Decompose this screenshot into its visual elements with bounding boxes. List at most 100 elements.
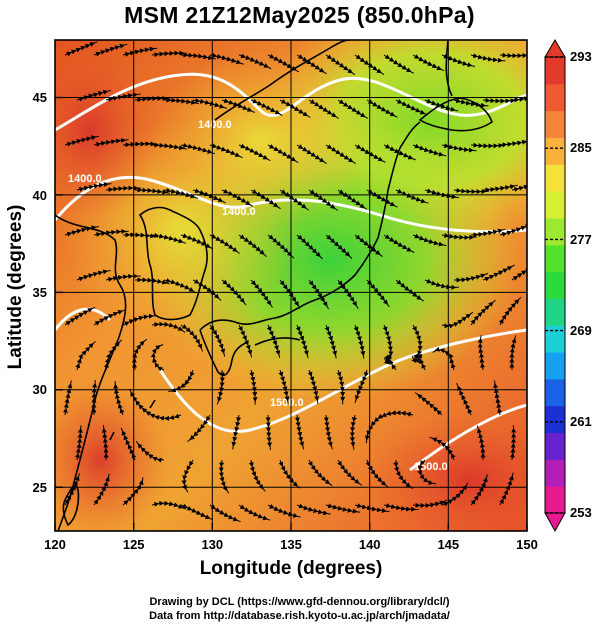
streamline — [424, 278, 459, 290]
streamline — [180, 52, 216, 61]
lat-lon-grid — [55, 40, 527, 531]
streamline — [395, 188, 429, 204]
streamline — [325, 503, 361, 514]
streamline — [103, 339, 123, 371]
streamline — [93, 137, 129, 147]
streamline — [278, 369, 290, 405]
streamline — [366, 189, 398, 208]
x-tick-label: 145 — [437, 537, 459, 552]
x-tick-label: 135 — [280, 537, 302, 552]
streamline — [76, 182, 112, 192]
credit-drawing: Drawing by DCL (https://www.gfd-dennou.o… — [149, 596, 450, 608]
streamline — [323, 414, 333, 450]
streamline — [325, 54, 356, 76]
y-tick-label: 30 — [33, 382, 47, 397]
colorbar-swatch — [545, 432, 565, 460]
streamline — [470, 474, 488, 506]
streamline — [231, 414, 242, 450]
streamline — [453, 187, 489, 195]
streamline — [267, 234, 295, 259]
streamline — [364, 413, 385, 444]
colorbar-swatch — [545, 486, 565, 514]
streamline — [209, 324, 226, 357]
streamline — [295, 324, 309, 359]
streamline — [296, 144, 327, 165]
streamline — [75, 425, 83, 461]
y-tick-label: 45 — [33, 90, 47, 105]
streamline — [412, 233, 447, 247]
streamline — [64, 306, 96, 326]
streamline — [336, 369, 346, 405]
streamline — [511, 180, 527, 192]
streamline — [265, 414, 272, 450]
streamline — [296, 54, 327, 75]
streamline — [168, 369, 195, 393]
streamline — [180, 142, 216, 155]
streamline — [122, 141, 159, 148]
streamline — [493, 380, 503, 416]
streamline — [411, 353, 427, 371]
streamline — [163, 187, 199, 199]
streamline — [64, 135, 99, 147]
streamline — [151, 321, 186, 333]
streamline — [192, 188, 226, 204]
streamline — [325, 144, 356, 164]
streamline — [93, 473, 110, 506]
streamline — [366, 99, 398, 118]
contour-label: 1400.0 — [68, 173, 102, 185]
streamline — [180, 324, 203, 352]
streamline — [75, 340, 96, 371]
colorbar-label: 261 — [570, 414, 592, 429]
streamline — [337, 279, 359, 309]
colorbar-swatch — [545, 378, 565, 407]
streamline — [395, 99, 428, 116]
x-tick-label: 130 — [201, 537, 223, 552]
streamline — [192, 278, 222, 301]
streamline — [93, 43, 128, 57]
colorbar-min-triangle — [544, 512, 566, 533]
colorbar-swatch — [545, 110, 565, 138]
streamline — [105, 92, 141, 102]
streamline — [238, 143, 271, 162]
streamline — [163, 97, 199, 105]
streamline — [499, 138, 527, 148]
colorbar-swatch — [545, 405, 565, 434]
colorbar-max-triangle — [544, 39, 566, 58]
colorbar-swatch — [545, 217, 565, 246]
streamline — [151, 142, 187, 151]
streamline — [180, 503, 213, 521]
streamline — [93, 229, 129, 237]
colorbar-swatch — [545, 83, 565, 112]
streamline — [134, 277, 170, 285]
streamline — [187, 414, 211, 442]
streamline — [279, 99, 311, 118]
streamline — [238, 234, 267, 257]
streamline — [76, 89, 111, 102]
streamline — [134, 187, 170, 195]
streamline — [64, 225, 99, 237]
streamline — [454, 272, 489, 283]
contour-label: 1400.0 — [198, 119, 232, 131]
streamline — [412, 324, 423, 359]
streamline — [122, 313, 157, 327]
x-tick-label: 140 — [359, 537, 381, 552]
streamline — [412, 143, 447, 157]
streamline — [120, 427, 137, 461]
streamline — [150, 344, 165, 372]
streamline — [238, 53, 272, 70]
streamline — [180, 233, 214, 250]
streamline — [221, 98, 255, 113]
colorbar-label: 285 — [570, 140, 592, 155]
streamline — [76, 269, 111, 282]
streamline — [62, 380, 73, 416]
streamline — [122, 232, 158, 239]
streamline — [296, 234, 323, 260]
y-tick-label: 25 — [33, 480, 47, 495]
streamline — [307, 459, 333, 487]
streamline — [216, 369, 225, 405]
streamline — [441, 311, 474, 329]
streamline — [238, 504, 271, 521]
streamline — [482, 184, 518, 193]
streamline — [424, 98, 459, 112]
colorbar-swatch — [545, 298, 565, 326]
